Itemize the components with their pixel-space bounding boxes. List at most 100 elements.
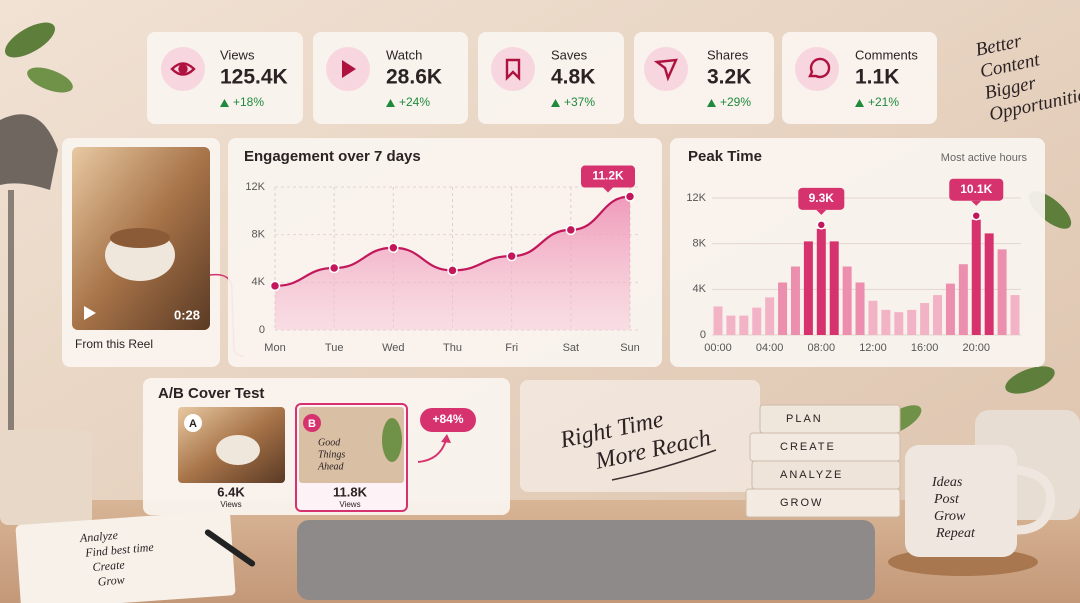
up-arrow (707, 99, 716, 107)
variant-value: 11.8K (333, 484, 368, 499)
y-tick-label: 0 (700, 329, 706, 341)
engagement-chart: Engagement over 7 days 0 4K 8K 12K Mon Tue Wed T… (244, 148, 640, 354)
value-label: 10.1K (960, 182, 992, 196)
x-tick-label: Mon (264, 342, 285, 354)
bar (713, 306, 723, 335)
variant-unit: Views (339, 500, 360, 509)
cover-text: Things (318, 449, 345, 460)
y-tick-label: 8K (693, 238, 707, 250)
up-arrow (551, 99, 560, 107)
x-tick-label: 16:00 (911, 342, 939, 354)
bar (958, 264, 968, 335)
stat-change: +29% (720, 95, 751, 109)
value-label-bg (581, 165, 635, 188)
notebook-line: Create (92, 557, 126, 574)
peak-dot (971, 210, 982, 221)
bar (1010, 295, 1020, 335)
value-label-bg (949, 178, 1004, 201)
up-arrow (855, 99, 864, 107)
y-tick-label: 0 (259, 324, 265, 336)
mug-text: Post (933, 492, 960, 507)
bar (778, 282, 788, 335)
point (447, 265, 458, 276)
variant-unit: Views (220, 500, 241, 509)
ab-panel: A/B Cover Test A 6.4K Views B Good Thing… (143, 378, 510, 515)
mug-text: Ideas (931, 475, 963, 490)
area (275, 196, 630, 330)
book-title: ANALYZE (780, 469, 843, 481)
lift-badge: +84% (432, 412, 463, 426)
mug-text: Grow (934, 509, 966, 524)
books: PLAN CREATE ANALYZE GROW (745, 404, 901, 518)
bar (752, 307, 762, 335)
up-arrow (386, 99, 395, 107)
ab-title: A/B Cover Test (158, 385, 264, 402)
bar (816, 228, 826, 335)
chart-title: Engagement over 7 days (244, 148, 421, 165)
peak-chart: Peak Time Most active hours 0 4K 8K 12K 00:00 0… (686, 148, 1027, 354)
mug: Ideas Post Grow Repeat (888, 445, 1056, 576)
point (624, 191, 636, 202)
bar (829, 241, 839, 335)
bar (933, 295, 943, 335)
stat-label: Comments (855, 47, 918, 62)
stat-label: Saves (551, 47, 588, 62)
bar (765, 297, 775, 335)
y-tick-label: 4K (252, 276, 266, 288)
bar (726, 315, 736, 335)
y-tick-label: 12K (245, 181, 265, 193)
x-tick-label: 12:00 (859, 342, 887, 354)
bar (984, 233, 994, 335)
notebook-line: Grow (97, 572, 125, 588)
bar (945, 283, 955, 335)
stat-value: 3.2K (707, 66, 751, 89)
decor-left (0, 22, 92, 525)
bar (842, 266, 852, 335)
variant-tag: A (189, 418, 197, 430)
stat-icons (161, 47, 839, 91)
x-tick-label: Sun (620, 342, 640, 354)
cover-text: Good (318, 437, 341, 448)
bar (868, 300, 878, 335)
chart-subtitle: Most active hours (941, 152, 1028, 164)
value-label-bg (798, 187, 845, 210)
slogan-panel: Right Time More Reach (520, 380, 760, 492)
book-title: GROW (780, 497, 823, 509)
value-label-pointer (603, 187, 613, 193)
stat-change: +18% (233, 95, 264, 109)
book-title: CREATE (780, 441, 836, 453)
stat-label: Shares (707, 47, 749, 62)
stat-value: 1.1K (855, 66, 899, 89)
point (565, 224, 577, 236)
bar (881, 309, 891, 335)
bar (739, 315, 749, 335)
bar (920, 303, 930, 335)
point (328, 262, 340, 274)
chart-title: Peak Time (688, 148, 762, 165)
bar (907, 309, 917, 335)
value-label-pointer (816, 209, 827, 215)
value-label: 11.2K (592, 169, 624, 183)
reel-caption: From this Reel (75, 337, 153, 351)
bar (971, 219, 981, 335)
stat-label: Views (220, 47, 255, 62)
notebook-line: Analyze (78, 528, 119, 545)
value-label: 9.3K (809, 191, 835, 205)
x-tick-label: 20:00 (962, 342, 990, 354)
bar (997, 249, 1007, 335)
book-title: PLAN (786, 413, 823, 425)
x-tick-label: 00:00 (704, 342, 732, 354)
peak-dot (816, 220, 827, 230)
stat-value: 125.4K (220, 66, 288, 89)
variant-value: 6.4K (217, 484, 245, 499)
x-tick-label: Fri (505, 342, 518, 354)
stat-label: Watch (386, 47, 422, 62)
x-tick-label: 08:00 (808, 342, 836, 354)
point (269, 280, 281, 292)
notebook: Analyze Find best time Create Grow (15, 510, 256, 603)
laptop (297, 520, 875, 600)
x-tick-label: Tue (325, 342, 344, 354)
bar (894, 312, 904, 335)
